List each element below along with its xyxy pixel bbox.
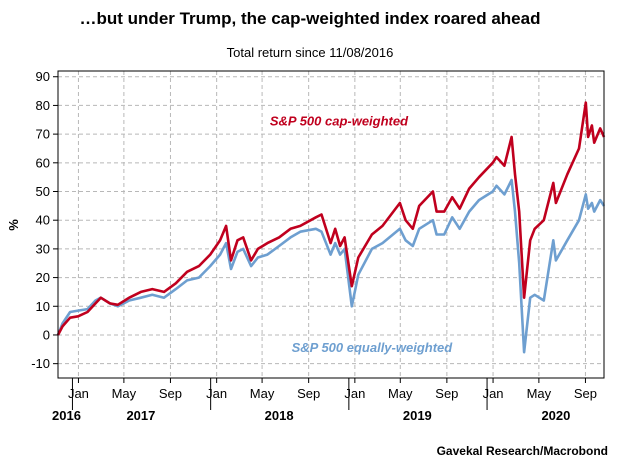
y-tick-label: 70 xyxy=(36,127,50,142)
year-label: 2017 xyxy=(126,408,155,423)
plot-frame xyxy=(57,70,605,379)
y-tick-label: 10 xyxy=(36,299,50,314)
series-line-equal-weighted xyxy=(56,178,606,354)
year-label: 2018 xyxy=(265,408,294,423)
y-tick-label: 0 xyxy=(43,327,50,342)
series-label-equal-weighted: S&P 500 equally-weighted xyxy=(292,340,454,355)
x-tick-label: Jan xyxy=(483,386,504,401)
y-tick-label: 30 xyxy=(36,241,50,256)
series-lines xyxy=(56,101,606,354)
year-label: 2016 xyxy=(52,408,81,423)
series-line-cap-weighted xyxy=(56,101,606,336)
x-tick-label: Jan xyxy=(344,386,365,401)
source-note: Gavekal Research/Macrobond xyxy=(437,444,608,458)
year-label: 2019 xyxy=(403,408,432,423)
y-axis-label: % xyxy=(6,219,21,231)
y-tick-label: -10 xyxy=(31,356,50,371)
x-tick-label: May xyxy=(388,386,413,401)
y-tick-label: 60 xyxy=(36,155,50,170)
y-tick-label: 50 xyxy=(36,184,50,199)
x-tick-label: Sep xyxy=(159,386,182,401)
gridlines xyxy=(58,71,604,378)
series-labels: S&P 500 cap-weighted S&P 500 equally-weig… xyxy=(270,114,453,356)
y-tick-label: 90 xyxy=(36,69,50,84)
y-tick-label: 40 xyxy=(36,213,50,228)
chart-title: …but under Trump, the cap-weighted index… xyxy=(80,9,541,28)
y-axis: -10 0 10 20 30 40 50 60 70 80 90 xyxy=(31,69,58,371)
y-tick-label: 20 xyxy=(36,270,50,285)
x-tick-label: Jan xyxy=(206,386,227,401)
series-label-cap-weighted: S&P 500 cap-weighted xyxy=(270,114,409,129)
x-axis: Jan May Sep Jan May Sep Jan May Sep Jan May Sep 2016… xyxy=(52,378,597,423)
y-tick-label: 80 xyxy=(36,98,50,113)
x-tick-label: Sep xyxy=(297,386,320,401)
year-label: 2020 xyxy=(541,408,570,423)
x-tick-label: Jan xyxy=(68,386,89,401)
chart-subtitle: Total return since 11/08/2016 xyxy=(227,45,394,60)
x-tick-label: May xyxy=(527,386,552,401)
x-tick-label: May xyxy=(250,386,275,401)
x-tick-label: Sep xyxy=(435,386,458,401)
x-tick-label: Sep xyxy=(574,386,597,401)
x-tick-label: May xyxy=(112,386,137,401)
